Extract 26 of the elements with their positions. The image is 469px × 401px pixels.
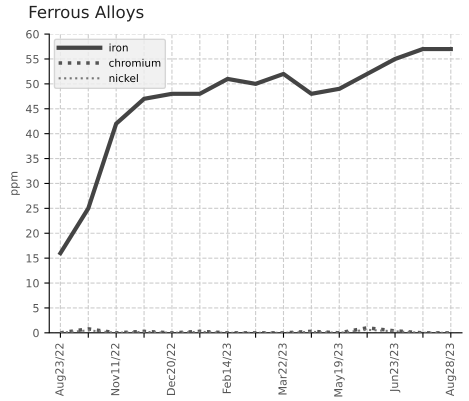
y-tick-label: 50 [26, 80, 39, 88]
y-tick-label: 20 [26, 229, 39, 238]
y-tick-label: 45 [26, 104, 39, 114]
x-tick-label: Aug23/22 [55, 344, 66, 396]
y-tick-label: 55 [26, 55, 39, 64]
legend-label: iron [110, 43, 128, 52]
x-tick-label: Nov11/22 [110, 344, 120, 396]
y-axis-title: ppm [11, 172, 20, 195]
chart-title: Ferrous Alloys [30, 5, 144, 22]
y-tick-label: 30 [26, 179, 39, 188]
y-tick-label: 60 [26, 30, 39, 38]
y-tick-label: 25 [26, 204, 39, 213]
x-tick-label: Mar22/23 [278, 343, 288, 394]
y-tick-label: 0 [33, 328, 39, 338]
x-tick-label: Feb14/23 [222, 343, 232, 394]
x-tick-label: Aug28/23 [446, 343, 456, 396]
x-tick-label: May19/23 [334, 343, 345, 396]
y-tick-label: 35 [26, 154, 39, 163]
x-tick-label: Jun23/23 [390, 343, 400, 393]
y-tick-label: 40 [26, 130, 39, 138]
legend-label: chromium [109, 58, 160, 67]
x-tick-label: Dec20/22 [166, 344, 176, 395]
legend-label: nickel [110, 74, 138, 82]
y-tick-label: 10 [26, 279, 39, 288]
y-tick-label: 5 [33, 304, 39, 312]
y-tick-label: 15 [26, 254, 39, 263]
